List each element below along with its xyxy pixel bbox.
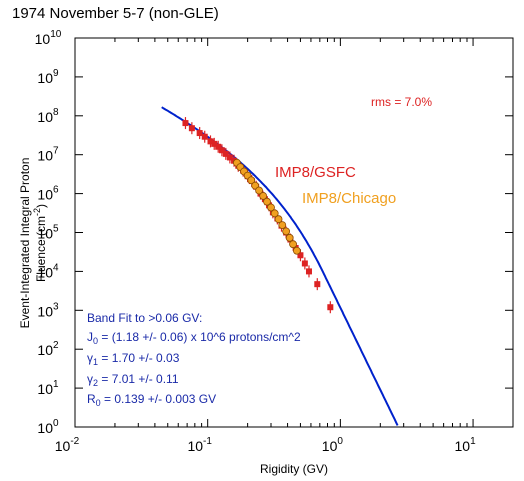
chicago-point bbox=[286, 234, 293, 241]
y-tick-label: 101 bbox=[37, 379, 59, 397]
chicago-point bbox=[293, 247, 300, 254]
axis-ticks: 10-2 10-1 100 101 100 101 102 103 104 105 106 107 10… bbox=[35, 29, 513, 454]
fit-title: Band Fit to >0.06 GV: bbox=[87, 311, 202, 325]
y-tick-label: 104 bbox=[37, 262, 59, 280]
y-tick-label: 103 bbox=[37, 301, 59, 319]
x-tick-label: 10-2 bbox=[55, 436, 80, 454]
fit-j0: J0 = (1.18 +/- 0.06) x 10^6 protons/cm^2 bbox=[87, 330, 301, 346]
band-fit-line bbox=[162, 107, 398, 425]
x-axis-label: Rigidity (GV) bbox=[260, 462, 328, 476]
chicago-point bbox=[283, 228, 290, 235]
series-label-gsfc: IMP8/GSFC bbox=[275, 164, 356, 181]
fit-r0: R0 = 0.139 +/- 0.003 GV bbox=[87, 392, 216, 408]
y-tick-label: 108 bbox=[37, 107, 59, 125]
x-tick-label: 101 bbox=[454, 436, 476, 454]
y-tick-label: 100 bbox=[37, 418, 59, 436]
y-tick-label: 102 bbox=[37, 340, 59, 358]
series-label-chicago: IMP8/Chicago bbox=[302, 190, 396, 207]
y-tick-label: 109 bbox=[37, 68, 59, 86]
plot-frame bbox=[75, 38, 513, 427]
y-tick-label: 107 bbox=[37, 146, 59, 164]
y-tick-label: 105 bbox=[37, 224, 59, 242]
chicago-point bbox=[290, 241, 297, 248]
chart-marks bbox=[162, 107, 398, 425]
x-tick-label: 100 bbox=[322, 436, 344, 454]
fit-gamma1: γ1 = 1.70 +/- 0.03 bbox=[87, 351, 180, 367]
fit-parameters: Band Fit to >0.06 GV: J0 = (1.18 +/- 0.0… bbox=[87, 311, 301, 408]
x-tick-label: 10-1 bbox=[187, 436, 212, 454]
fit-gamma2: γ2 = 7.01 +/- 0.11 bbox=[87, 372, 179, 388]
y-tick-label: 106 bbox=[37, 185, 59, 203]
chicago-point bbox=[279, 222, 286, 229]
y-tick-label: 1010 bbox=[35, 29, 62, 47]
rms-annotation: rms = 7.0% bbox=[371, 95, 432, 109]
